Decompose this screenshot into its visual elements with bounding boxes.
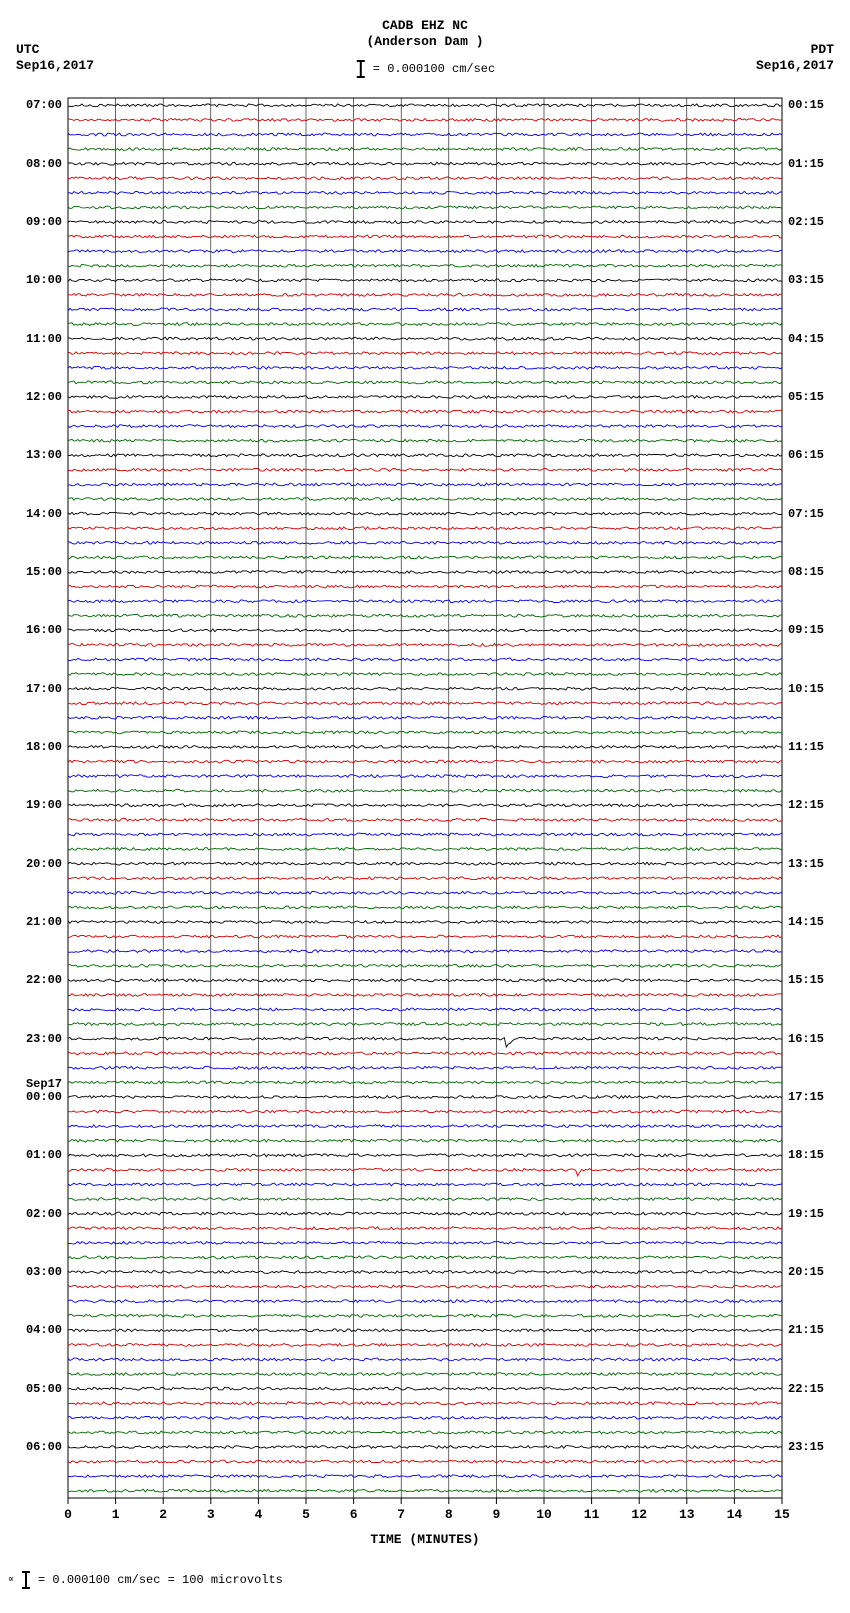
hour-label: 13:00: [26, 448, 62, 462]
hour-label: 20:00: [26, 857, 62, 871]
hour-label: 21:15: [788, 1323, 824, 1337]
hour-label: 05:15: [788, 390, 824, 404]
hour-label: 15:00: [26, 565, 62, 579]
hour-label: 04:15: [788, 332, 824, 346]
left-timezone: UTC: [16, 42, 39, 57]
svg-text:10: 10: [536, 1507, 552, 1522]
hour-label: 09:00: [26, 215, 62, 229]
svg-text:2: 2: [159, 1507, 167, 1522]
svg-text:0: 0: [64, 1507, 72, 1522]
hour-label: 19:00: [26, 798, 62, 812]
svg-text:13: 13: [679, 1507, 695, 1522]
hour-label: 18:00: [26, 740, 62, 754]
right-timezone: PDT: [811, 42, 834, 57]
hour-label: 06:15: [788, 448, 824, 462]
hour-label: 08:00: [26, 157, 62, 171]
svg-text:14: 14: [727, 1507, 743, 1522]
hour-label: 22:15: [788, 1382, 824, 1396]
hour-label: 16:15: [788, 1032, 824, 1046]
right-date: Sep16,2017: [756, 58, 834, 73]
svg-text:3: 3: [207, 1507, 215, 1522]
hour-label: 23:15: [788, 1440, 824, 1454]
hour-label: 02:00: [26, 1207, 62, 1221]
hour-label: 22:00: [26, 973, 62, 987]
hour-label: 16:00: [26, 623, 62, 637]
hour-label: 14:15: [788, 915, 824, 929]
svg-text:9: 9: [492, 1507, 500, 1522]
svg-text:5: 5: [302, 1507, 310, 1522]
hour-label: 21:00: [26, 915, 62, 929]
helicorder-chart: 0123456789101112131415: [0, 90, 850, 1560]
hour-label: 07:00: [26, 98, 62, 112]
hour-label: 08:15: [788, 565, 824, 579]
seismogram-container: CADB EHZ NC (Anderson Dam ) UTC Sep16,20…: [0, 0, 850, 1599]
hour-label: 23:00: [26, 1032, 62, 1046]
hour-label: 12:15: [788, 798, 824, 812]
scale-tick-icon: [355, 60, 367, 78]
hour-label: 03:00: [26, 1265, 62, 1279]
hour-label: 01:15: [788, 157, 824, 171]
footer-scale: ∝ = 0.000100 cm/sec = 100 microvolts: [0, 1571, 850, 1589]
hour-label: 17:15: [788, 1090, 824, 1104]
svg-text:12: 12: [631, 1507, 647, 1522]
day-break-label: Sep17: [26, 1077, 62, 1091]
hour-label: 10:00: [26, 273, 62, 287]
hour-label: 18:15: [788, 1148, 824, 1162]
hour-label: 02:15: [788, 215, 824, 229]
header: CADB EHZ NC (Anderson Dam ) UTC Sep16,20…: [0, 10, 850, 90]
left-date: Sep16,2017: [16, 58, 94, 73]
svg-text:4: 4: [254, 1507, 262, 1522]
footer-scale-text: = 0.000100 cm/sec = 100 microvolts: [38, 1573, 283, 1587]
svg-text:6: 6: [350, 1507, 358, 1522]
svg-text:7: 7: [397, 1507, 405, 1522]
hour-label: 03:15: [788, 273, 824, 287]
hour-label: 06:00: [26, 1440, 62, 1454]
station-id: CADB EHZ NC: [382, 18, 468, 33]
svg-text:11: 11: [584, 1507, 600, 1522]
hour-label: 00:00: [26, 1090, 62, 1104]
hour-label: 10:15: [788, 682, 824, 696]
plot-area: 07:00 08:00 09:00 10:00 11:00 12:00 13:00 14:00…: [0, 90, 850, 1530]
hour-label: 11:15: [788, 740, 824, 754]
hour-label: 14:00: [26, 507, 62, 521]
hour-label: 11:00: [26, 332, 62, 346]
hour-label: 00:15: [788, 98, 824, 112]
hour-label: 04:00: [26, 1323, 62, 1337]
hour-label: 13:15: [788, 857, 824, 871]
scale-tick-icon: [20, 1571, 32, 1589]
scale-bar: = 0.000100 cm/sec: [355, 60, 495, 78]
svg-text:1: 1: [112, 1507, 120, 1522]
hour-label: 20:15: [788, 1265, 824, 1279]
svg-text:15: 15: [774, 1507, 790, 1522]
scale-text: = 0.000100 cm/sec: [373, 62, 495, 76]
hour-label: 12:00: [26, 390, 62, 404]
hour-label: 09:15: [788, 623, 824, 637]
hour-label: 15:15: [788, 973, 824, 987]
hour-label: 17:00: [26, 682, 62, 696]
hour-label: 01:00: [26, 1148, 62, 1162]
station-name: (Anderson Dam ): [366, 34, 483, 49]
svg-text:8: 8: [445, 1507, 453, 1522]
hour-label: 05:00: [26, 1382, 62, 1396]
hour-label: 07:15: [788, 507, 824, 521]
hour-label: 19:15: [788, 1207, 824, 1221]
